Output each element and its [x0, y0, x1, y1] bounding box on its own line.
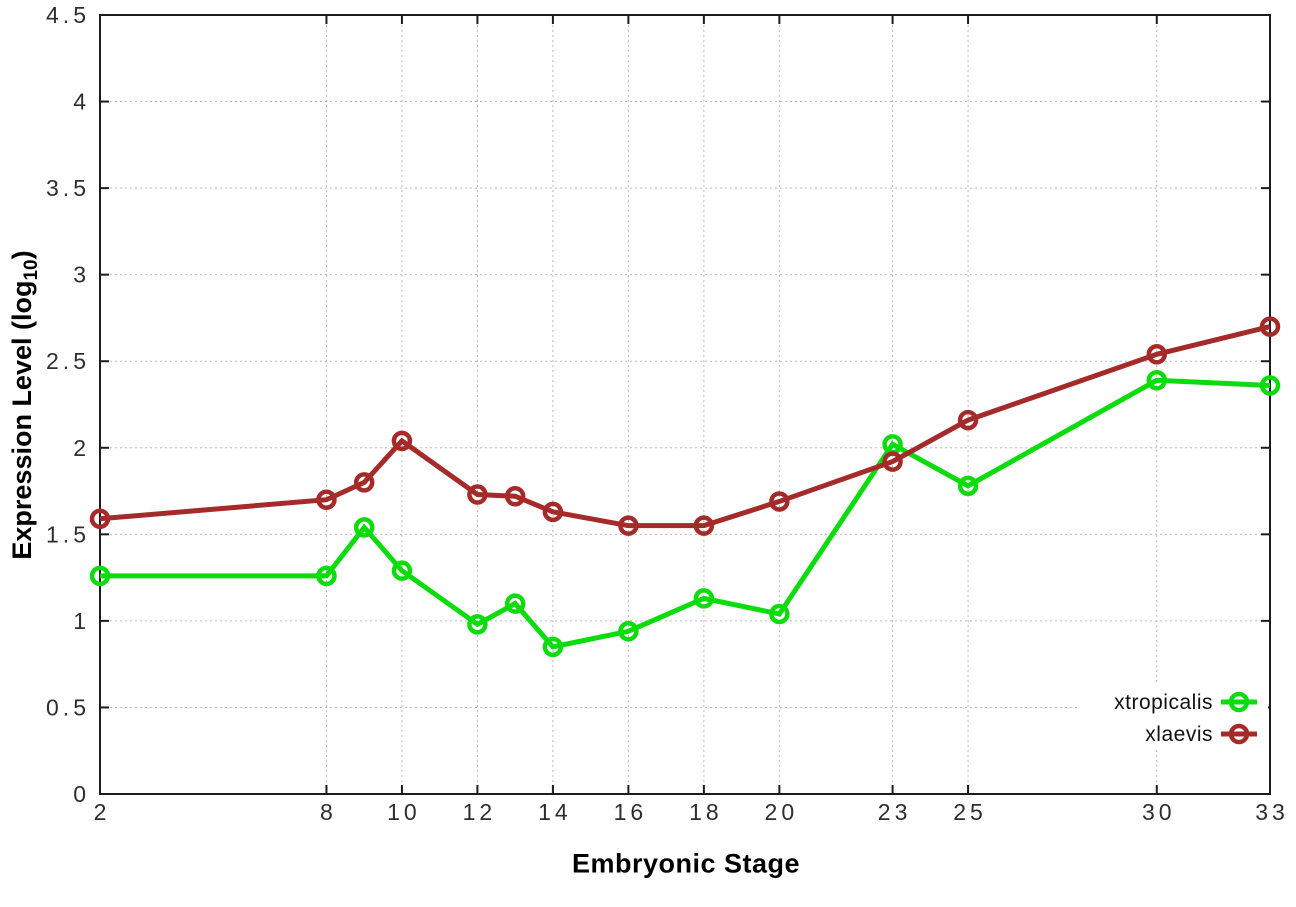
- axis-ticks: [99, 15, 1271, 794]
- xtropicalis-data-point: [391, 560, 413, 581]
- xlaevis-data-point: [1259, 316, 1281, 337]
- legend-sample-marker-xlaevis: [1228, 723, 1250, 745]
- y-tick-label: 4.5: [46, 2, 90, 28]
- legend-label-xlaevis: xlaevis: [1145, 723, 1213, 746]
- xtropicalis-data-point: [957, 475, 979, 497]
- xtropicalis-data-point: [1259, 375, 1281, 396]
- y-tick-label: 2: [73, 435, 90, 461]
- xtropicalis-data-point: [769, 603, 790, 625]
- xtropicalis-data-point: [89, 565, 111, 587]
- y-tick-label: 1: [73, 608, 90, 634]
- xtropicalis-data-point: [467, 614, 488, 635]
- xlaevis-data-point: [882, 451, 903, 472]
- y-axis-label-suffix: ): [6, 250, 37, 260]
- x-tick-label: 2: [94, 799, 111, 825]
- x-tick-label: 30: [1142, 799, 1176, 825]
- xtropicalis-data-point: [542, 636, 564, 658]
- plot-border: [99, 14, 1271, 795]
- x-tick-labels: 2 8 10 12 14 16 18 20 23 25 30 33: [94, 799, 1289, 825]
- x-tick-label: 14: [538, 799, 572, 825]
- xlaevis-data-point: [769, 491, 790, 512]
- x-tick-label: 10: [387, 799, 421, 825]
- y-tick-labels: 0 0.5 1 1.5 2 2.5 3 3.5 4 4.5: [46, 2, 90, 807]
- y-tick-label: 0: [73, 781, 90, 807]
- x-tick-label: 23: [878, 799, 912, 825]
- xlaevis-data-point: [467, 484, 488, 505]
- xlaevis-data-point: [693, 515, 715, 536]
- xlaevis-data-point: [353, 472, 375, 493]
- x-tick-label: 8: [320, 799, 337, 825]
- x-tick-label: 25: [953, 799, 987, 825]
- x-tick-label: 20: [765, 799, 799, 825]
- x-tick-label: 18: [689, 799, 723, 825]
- xlaevis-data-point: [1146, 344, 1168, 365]
- y-tick-label: 3.5: [46, 175, 90, 201]
- xlaevis-data-point: [542, 501, 564, 523]
- xlaevis-data-point: [391, 430, 413, 452]
- series-xtropicalis: [89, 370, 1281, 658]
- xtropicalis-data-point: [353, 517, 375, 538]
- y-tick-label: 1.5: [46, 521, 90, 547]
- xtropicalis-data-point: [693, 588, 715, 609]
- y-tick-label: 2.5: [46, 348, 90, 374]
- y-axis-label-text: Expression Level (log: [6, 280, 37, 560]
- xtropicalis-data-point: [1146, 370, 1168, 391]
- xlaevis-data-point: [504, 485, 526, 507]
- xtropicalis-line: [100, 377, 1271, 650]
- y-axis-label-subscript: 10: [21, 259, 43, 281]
- y-axis-label: Expression Level (log10): [7, 250, 43, 559]
- legend-label-xtropicalis: xtropicalis: [1114, 691, 1213, 714]
- series-xlaevis: [89, 316, 1281, 536]
- y-tick-label: 0.5: [46, 694, 90, 720]
- legend: xtropicalis xlaevis: [1078, 682, 1268, 750]
- xtropicalis-data-point: [618, 621, 639, 642]
- xlaevis-data-point: [316, 489, 337, 510]
- legend-sample-marker-xtropicalis: [1228, 691, 1250, 713]
- y-tick-label: 4: [73, 89, 90, 115]
- x-tick-label: 33: [1255, 799, 1289, 825]
- y-tick-label: 3: [73, 262, 90, 288]
- x-tick-label: 16: [614, 799, 648, 825]
- x-axis-label: Embryonic Stage: [571, 848, 801, 879]
- xlaevis-data-point: [89, 508, 111, 530]
- x-tick-label: 12: [463, 799, 497, 825]
- xtropicalis-data-point: [316, 565, 337, 587]
- gridlines: [100, 15, 1270, 794]
- xlaevis-data-point: [957, 409, 979, 431]
- xlaevis-line: [99, 324, 1271, 529]
- xtropicalis-data-point: [504, 593, 526, 614]
- xlaevis-data-point: [618, 515, 639, 536]
